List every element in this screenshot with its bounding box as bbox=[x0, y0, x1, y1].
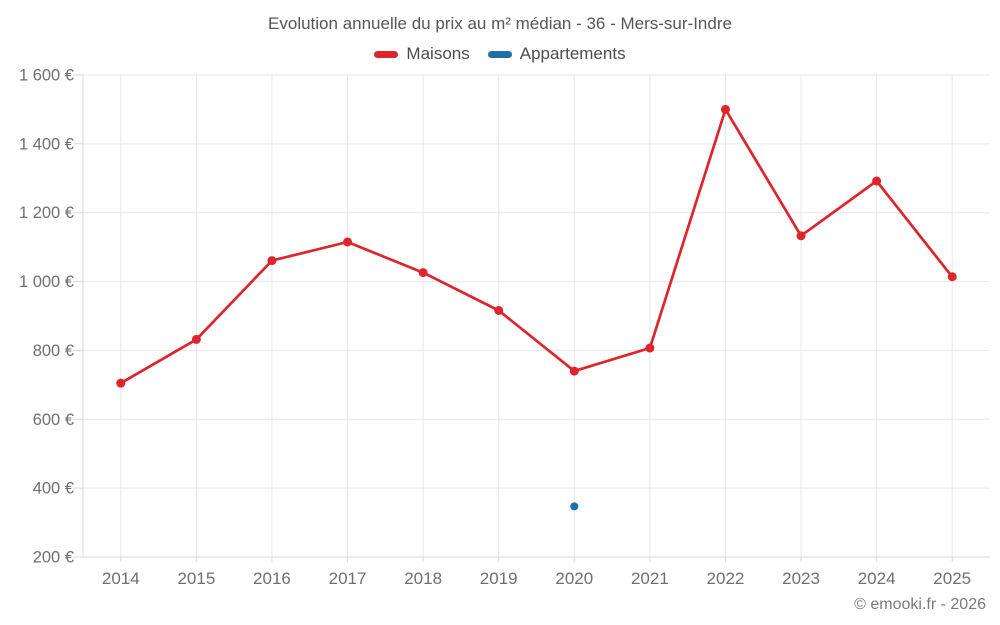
x-axis-tick-label: 2014 bbox=[102, 569, 140, 588]
x-axis-tick-label: 2018 bbox=[404, 569, 442, 588]
data-point-maisons-2019[interactable] bbox=[494, 305, 504, 315]
legend-item-appartements[interactable]: Appartements bbox=[487, 44, 626, 64]
x-axis-tick-label: 2022 bbox=[707, 569, 745, 588]
x-axis-tick-label: 2020 bbox=[555, 569, 593, 588]
data-point-appartements-2020[interactable] bbox=[570, 502, 579, 511]
x-axis-tick-label: 2023 bbox=[782, 569, 820, 588]
x-axis-tick-label: 2016 bbox=[253, 569, 291, 588]
legend-label-maisons: Maisons bbox=[406, 44, 470, 63]
x-axis-tick-label: 2015 bbox=[177, 569, 215, 588]
x-axis-tick-label: 2021 bbox=[631, 569, 669, 588]
data-point-maisons-2014[interactable] bbox=[116, 378, 126, 388]
data-point-maisons-2024[interactable] bbox=[872, 176, 882, 186]
series-line-maisons bbox=[119, 108, 954, 385]
x-axis-tick-label: 2024 bbox=[858, 569, 896, 588]
y-axis-tick-label: 1 600 € bbox=[19, 67, 74, 85]
y-axis-tick-label: 1 000 € bbox=[19, 273, 74, 291]
y-axis-tick-label: 800 € bbox=[33, 342, 74, 360]
y-axis-tick-label: 600 € bbox=[33, 411, 74, 429]
chart-title: Evolution annuelle du prix au m² médian … bbox=[268, 14, 732, 33]
footer-credit: © emooki.fr - 2026 bbox=[854, 596, 986, 613]
y-axis-tick-label: 1 200 € bbox=[19, 204, 74, 222]
appartements-swatch-icon bbox=[487, 50, 512, 58]
data-point-maisons-2022[interactable] bbox=[720, 104, 730, 114]
data-point-maisons-2015[interactable] bbox=[191, 334, 201, 344]
data-point-maisons-2017[interactable] bbox=[343, 237, 353, 247]
data-point-maisons-2020[interactable] bbox=[569, 366, 579, 376]
maisons-swatch-icon bbox=[374, 50, 399, 58]
x-axis-tick-label: 2017 bbox=[329, 569, 367, 588]
legend-label-appartements: Appartements bbox=[519, 44, 626, 63]
data-point-maisons-2021[interactable] bbox=[645, 343, 655, 353]
x-axis-tick-label: 2025 bbox=[933, 569, 971, 588]
legend-item-maisons[interactable]: Maisons bbox=[374, 44, 470, 64]
data-point-maisons-2025[interactable] bbox=[947, 272, 957, 282]
chart-legend: Maisons Appartements bbox=[0, 44, 1000, 64]
y-axis-tick-label: 400 € bbox=[33, 480, 74, 498]
data-point-maisons-2016[interactable] bbox=[267, 256, 277, 266]
data-point-maisons-2023[interactable] bbox=[796, 231, 806, 241]
y-axis-tick-label: 1 400 € bbox=[19, 135, 74, 153]
x-axis-tick-label: 2019 bbox=[480, 569, 518, 588]
data-point-maisons-2018[interactable] bbox=[418, 268, 428, 278]
y-axis-tick-label: 200 € bbox=[33, 549, 74, 567]
